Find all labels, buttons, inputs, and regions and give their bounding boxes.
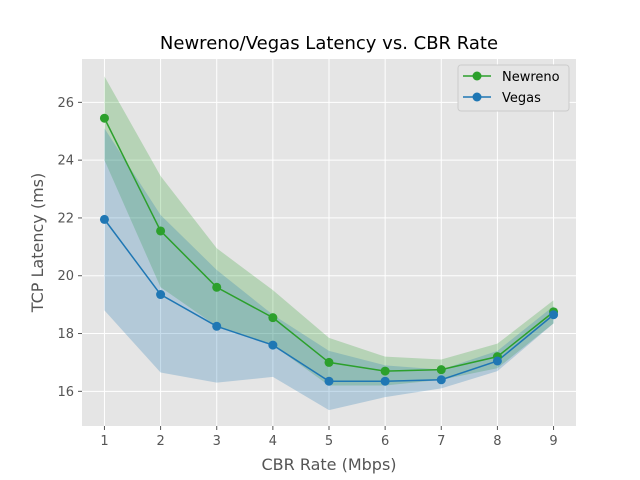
point-vegas — [268, 340, 278, 350]
point-newreno — [380, 366, 390, 376]
y-tick-label: 16 — [57, 385, 74, 400]
point-vegas — [156, 290, 166, 300]
y-axis: 16 18 20 22 24 26 — [57, 96, 82, 400]
legend-marker-newreno — [472, 71, 482, 81]
y-tick-label: 22 — [57, 211, 74, 226]
point-vegas — [492, 356, 502, 366]
series-points — [99, 113, 559, 386]
band-vegas — [104, 128, 554, 411]
y-tick-label: 24 — [57, 154, 74, 169]
legend-marker-vegas — [472, 92, 482, 102]
x-tick-label: 8 — [493, 434, 501, 449]
point-newreno — [99, 113, 109, 123]
grid — [82, 59, 576, 426]
point-vegas — [436, 375, 446, 385]
legend-label-newreno: Newreno — [502, 70, 560, 85]
band-newreno — [104, 76, 554, 386]
y-tick-label: 18 — [57, 327, 74, 342]
x-tick-label: 9 — [549, 434, 557, 449]
y-tick-label: 20 — [57, 269, 74, 284]
point-newreno — [156, 226, 166, 236]
y-tick-label: 26 — [57, 96, 74, 111]
point-vegas — [380, 376, 390, 386]
x-axis-label: CBR Rate (Mbps) — [261, 455, 396, 474]
x-tick-label: 6 — [381, 434, 389, 449]
point-vegas — [99, 214, 109, 224]
x-tick-label: 2 — [156, 434, 164, 449]
y-axis-label: TCP Latency (ms) — [28, 173, 47, 313]
legend-label-vegas: Vegas — [502, 91, 541, 106]
x-tick-label: 7 — [437, 434, 445, 449]
point-vegas — [212, 321, 222, 331]
point-newreno — [436, 365, 446, 375]
x-tick-label: 4 — [269, 434, 277, 449]
point-vegas — [324, 376, 334, 386]
point-newreno — [268, 313, 278, 323]
point-newreno — [324, 357, 334, 367]
confidence-bands — [104, 76, 554, 411]
x-tick-label: 5 — [325, 434, 333, 449]
point-newreno — [212, 282, 222, 292]
point-vegas — [549, 310, 559, 320]
legend: Newreno Vegas — [457, 64, 570, 112]
x-tick-label: 3 — [213, 434, 221, 449]
x-axis: 1 2 3 4 5 6 7 8 9 — [100, 426, 558, 449]
x-tick-label: 1 — [100, 434, 108, 449]
chart-title: Newreno/Vegas Latency vs. CBR Rate — [160, 33, 498, 54]
